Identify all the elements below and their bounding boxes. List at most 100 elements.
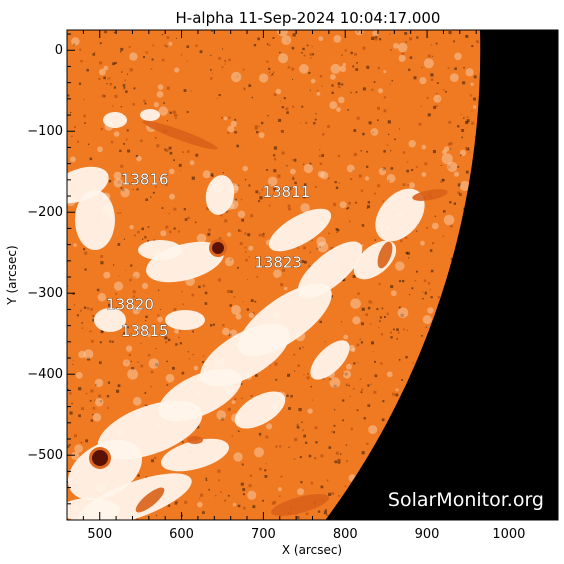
- texture-speck: [386, 312, 389, 315]
- texture-speck: [350, 178, 353, 181]
- texture-speck: [155, 348, 157, 350]
- texture-bright: [197, 501, 203, 508]
- texture-speck: [125, 360, 128, 363]
- texture-speck: [315, 113, 317, 115]
- texture-bright: [431, 222, 439, 230]
- texture-speck: [206, 207, 210, 210]
- texture-bright: [352, 316, 361, 325]
- texture-speck: [356, 343, 360, 347]
- texture-speck: [301, 260, 305, 263]
- texture-speck: [374, 35, 378, 39]
- texture-speck: [198, 285, 201, 289]
- texture-speck: [291, 46, 295, 50]
- texture-speck: [407, 184, 410, 187]
- texture-speck: [103, 76, 106, 80]
- texture-speck: [154, 185, 157, 188]
- texture-bright: [74, 444, 83, 453]
- texture-speck: [457, 166, 459, 168]
- texture-bright: [247, 490, 257, 500]
- texture-speck: [244, 246, 247, 249]
- texture-speck: [450, 258, 454, 261]
- texture-speck: [145, 320, 147, 322]
- texture-speck: [386, 144, 389, 146]
- texture-bright: [196, 233, 207, 244]
- texture-speck: [166, 360, 168, 363]
- texture-speck: [273, 169, 277, 173]
- texture-bright: [459, 149, 467, 157]
- texture-speck: [292, 33, 296, 37]
- texture-speck: [398, 306, 401, 309]
- texture-speck: [196, 425, 200, 429]
- texture-speck: [218, 237, 222, 240]
- texture-speck: [261, 121, 264, 125]
- texture-speck: [397, 331, 400, 334]
- texture-speck: [288, 407, 291, 410]
- texture-speck: [202, 361, 205, 364]
- texture-bright: [339, 65, 347, 73]
- texture-bright: [273, 269, 282, 279]
- texture-speck: [347, 109, 349, 111]
- texture-speck: [318, 155, 321, 158]
- texture-speck: [310, 481, 314, 485]
- texture-speck: [379, 320, 381, 322]
- texture-speck: [147, 240, 150, 243]
- texture-speck: [243, 87, 245, 89]
- texture-bright: [216, 410, 226, 420]
- texture-speck: [164, 44, 167, 47]
- texture-speck: [340, 321, 342, 323]
- texture-speck: [361, 388, 364, 391]
- texture-speck: [155, 515, 158, 517]
- x-tick-label: 900: [415, 527, 440, 542]
- texture-speck: [161, 207, 164, 209]
- texture-bright: [395, 261, 405, 271]
- texture-speck: [360, 189, 364, 192]
- texture-speck: [202, 355, 205, 357]
- texture-bright: [277, 487, 282, 492]
- texture-speck: [389, 83, 391, 86]
- texture-speck: [371, 36, 375, 40]
- texture-speck: [210, 173, 214, 177]
- texture-speck: [314, 426, 318, 430]
- texture-bright: [303, 163, 314, 174]
- texture-speck: [210, 77, 213, 80]
- texture-speck: [281, 151, 285, 155]
- texture-speck: [366, 442, 369, 445]
- texture-speck: [186, 111, 189, 113]
- y-axis-label: Y (arcsec): [5, 245, 19, 305]
- texture-speck: [100, 400, 103, 403]
- texture-speck: [129, 68, 133, 72]
- texture-bright: [125, 345, 133, 352]
- texture-speck: [234, 398, 237, 401]
- texture-speck: [330, 295, 333, 298]
- texture-speck: [404, 32, 408, 35]
- texture-speck: [74, 434, 77, 438]
- texture-speck: [151, 300, 153, 302]
- texture-speck: [161, 33, 164, 36]
- texture-speck: [137, 361, 140, 363]
- texture-speck: [371, 341, 374, 345]
- texture-speck: [222, 172, 224, 174]
- texture-speck: [453, 40, 455, 43]
- texture-speck: [390, 150, 392, 152]
- texture-speck: [259, 467, 262, 471]
- texture-speck: [361, 451, 365, 455]
- texture-speck: [383, 150, 386, 153]
- texture-bright: [383, 70, 387, 74]
- x-tick-label: 600: [169, 527, 194, 542]
- texture-bright: [129, 224, 134, 230]
- texture-speck: [258, 192, 261, 195]
- texture-speck: [331, 492, 335, 495]
- texture-speck: [303, 54, 306, 57]
- texture-speck: [81, 322, 83, 324]
- texture-speck: [173, 308, 177, 311]
- texture-speck: [242, 493, 245, 496]
- texture-speck: [74, 304, 76, 306]
- texture-speck: [172, 110, 176, 114]
- texture-speck: [211, 30, 213, 32]
- texture-bright: [421, 172, 427, 177]
- texture-speck: [87, 143, 90, 145]
- texture-speck: [68, 443, 71, 446]
- texture-bright: [307, 408, 313, 414]
- texture-speck: [262, 499, 264, 502]
- texture-speck: [346, 208, 348, 210]
